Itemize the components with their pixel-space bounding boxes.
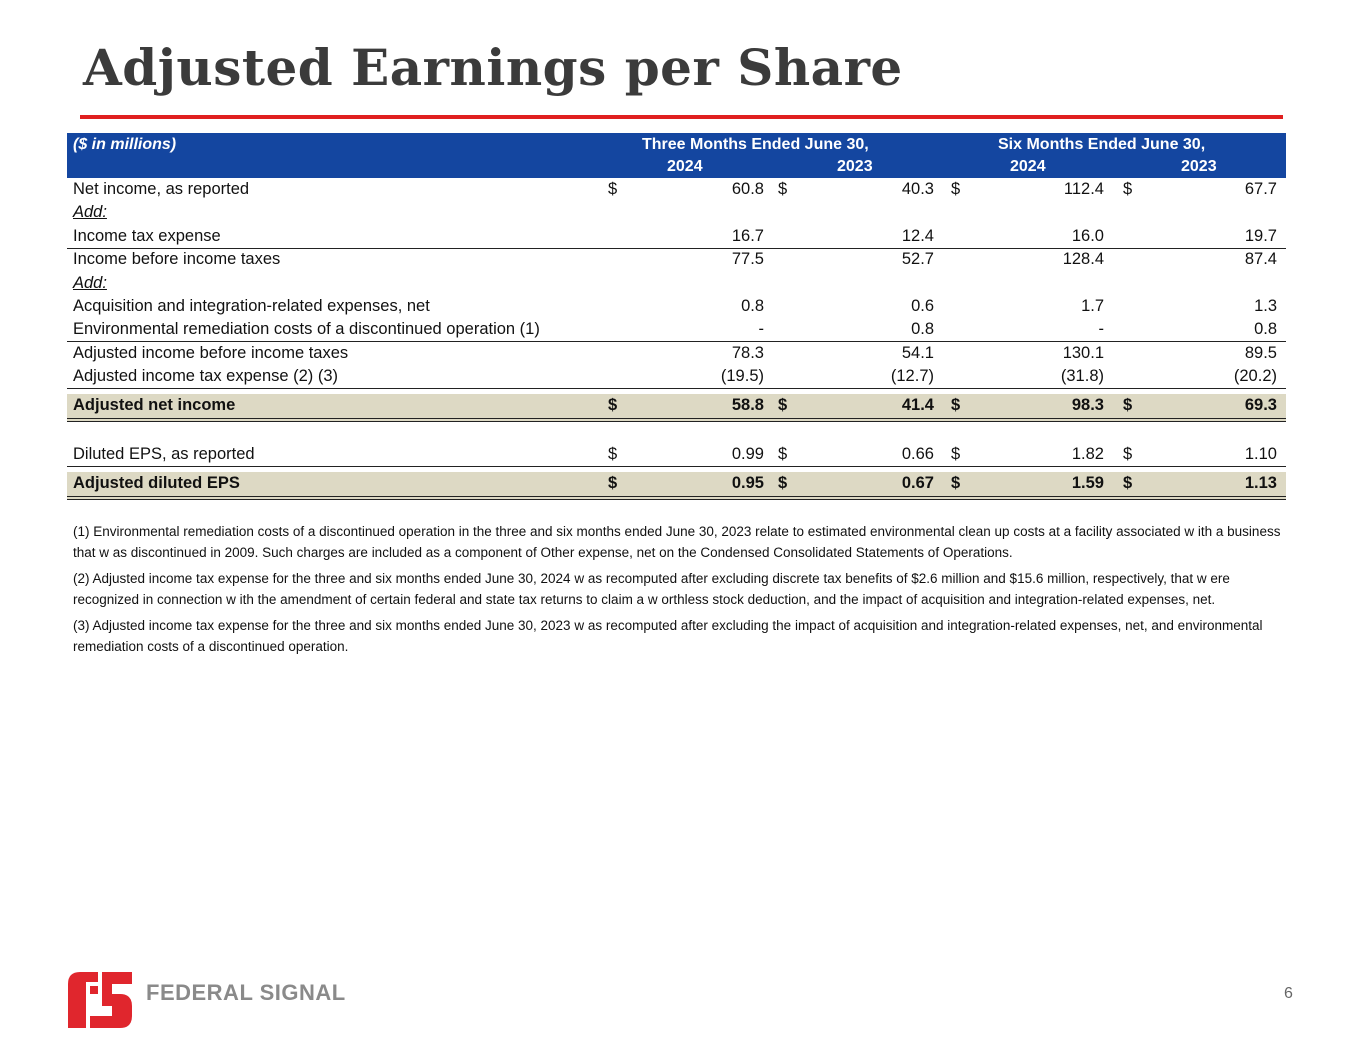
- cell-value: (20.2): [1233, 367, 1277, 385]
- units-label: ($ in millions): [73, 136, 177, 153]
- table-row: Adjusted net income $58.8 $41.4 $98.3 $69.3: [67, 394, 1286, 422]
- cell-value: 1.7: [1081, 297, 1104, 315]
- cell-value: (19.5): [720, 367, 764, 385]
- cell-value: 0.67: [901, 474, 934, 492]
- cell-value: 89.5: [1244, 344, 1277, 362]
- cell-value: 58.8: [731, 396, 764, 414]
- row-label: Adjusted income before income taxes: [73, 344, 349, 362]
- table-row: Diluted EPS, as reported $0.99 $0.66 $1.82 $…: [67, 443, 1286, 467]
- table-row: Add:: [67, 272, 1286, 295]
- row-label: Environmental remediation costs of a dis…: [73, 320, 540, 338]
- dollar-sign: $: [778, 474, 788, 492]
- dollar-sign: $: [951, 180, 961, 198]
- table-row: Net income, as reported $60.8 $40.3 $112.4 $…: [67, 178, 1286, 201]
- dollar-sign: $: [951, 396, 961, 414]
- dollar-sign: $: [1123, 445, 1133, 463]
- dollar-sign: $: [1123, 396, 1133, 414]
- table-header: ($ in millions) Three Months Ended June …: [67, 133, 1286, 178]
- cell-value: 54.1: [901, 344, 934, 362]
- dollar-sign: $: [951, 474, 961, 492]
- logo-text: FEDERAL SIGNAL: [146, 980, 346, 1005]
- row-label: Income tax expense: [73, 227, 221, 245]
- cell-value: 0.6: [911, 297, 934, 315]
- cell-value: (12.7): [890, 367, 934, 385]
- cell-value: 1.3: [1254, 297, 1277, 315]
- title-divider: [80, 115, 1283, 119]
- cell-value: 1.59: [1071, 474, 1104, 492]
- cell-value: -: [758, 320, 765, 338]
- table-row: Income before income taxes 77.5 52.7 128.4 8…: [67, 248, 1286, 271]
- cell-value: 87.4: [1244, 250, 1277, 268]
- three-months-header: Three Months Ended June 30,: [642, 136, 869, 153]
- cell-value: 0.8: [741, 297, 764, 315]
- cell-value: 1.10: [1244, 445, 1277, 463]
- cell-value: 69.3: [1244, 396, 1277, 414]
- row-label: Diluted EPS, as reported: [73, 445, 255, 463]
- table-row: Income tax expense 16.7 12.4 16.0 19.7: [67, 225, 1286, 249]
- cell-value: 0.66: [901, 445, 934, 463]
- year-header: 2023: [837, 158, 873, 175]
- cell-value: 0.8: [1254, 320, 1277, 338]
- cell-value: 41.4: [901, 396, 934, 414]
- cell-value: 0.95: [731, 474, 764, 492]
- cell-value: 1.82: [1071, 445, 1104, 463]
- dollar-sign: $: [1123, 180, 1133, 198]
- year-header: 2023: [1181, 158, 1217, 175]
- dollar-sign: $: [951, 445, 961, 463]
- dollar-sign: $: [608, 445, 618, 463]
- cell-value: 78.3: [731, 344, 764, 362]
- dollar-sign: $: [778, 180, 788, 198]
- footnote: (1) Environmental remediation costs of a…: [73, 524, 1281, 560]
- footnote: (3) Adjusted income tax expense for the …: [73, 618, 1263, 654]
- cell-value: 16.7: [731, 227, 764, 245]
- cell-value: 1.13: [1244, 474, 1277, 492]
- row-label: Acquisition and integration-related expe…: [73, 297, 430, 315]
- row-label: Adjusted income tax expense (2) (3): [73, 367, 339, 385]
- cell-value: 67.7: [1244, 180, 1277, 198]
- cell-value: -: [1098, 320, 1105, 338]
- dollar-sign: $: [1123, 474, 1133, 492]
- year-header: 2024: [1010, 158, 1046, 175]
- cell-value: 12.4: [901, 227, 934, 245]
- row-label: Income before income taxes: [73, 250, 281, 268]
- dollar-sign: $: [778, 445, 788, 463]
- cell-value: (31.8): [1060, 367, 1104, 385]
- cell-value: 52.7: [901, 250, 934, 268]
- table-row: Adjusted diluted EPS $0.95 $0.67 $1.59 $1.13: [67, 472, 1286, 500]
- cell-value: 98.3: [1071, 396, 1104, 414]
- federal-signal-logo-icon: [68, 972, 132, 1028]
- cell-value: 0.99: [731, 445, 764, 463]
- row-label: Net income, as reported: [73, 180, 250, 198]
- table-row: Acquisition and integration-related expe…: [67, 295, 1286, 318]
- dollar-sign: $: [608, 180, 618, 198]
- cell-value: 130.1: [1062, 344, 1104, 362]
- cell-value: 19.7: [1244, 227, 1277, 245]
- footnote: (2) Adjusted income tax expense for the …: [73, 571, 1230, 607]
- year-header: 2024: [667, 158, 703, 175]
- page-title: Adjusted Earnings per Share: [83, 38, 903, 97]
- cell-value: 128.4: [1062, 250, 1104, 268]
- cell-value: 16.0: [1071, 227, 1104, 245]
- table-row: Adjusted income before income taxes 78.3 5…: [67, 342, 1286, 365]
- row-label: Adjusted net income: [73, 396, 236, 414]
- row-label: Add:: [73, 203, 107, 221]
- dollar-sign: $: [608, 474, 618, 492]
- page-number: 6: [1284, 985, 1293, 1002]
- cell-value: 60.8: [731, 180, 764, 198]
- footnotes: (1) Environmental remediation costs of a…: [73, 521, 1283, 662]
- cell-value: 0.8: [911, 320, 934, 338]
- six-months-header: Six Months Ended June 30,: [998, 136, 1206, 153]
- cell-value: 40.3: [901, 180, 934, 198]
- cell-value: 77.5: [731, 250, 764, 268]
- table-row: Adjusted income tax expense (2) (3) (19.5…: [67, 365, 1286, 389]
- row-label: Add:: [73, 274, 107, 292]
- dollar-sign: $: [778, 396, 788, 414]
- dollar-sign: $: [608, 396, 618, 414]
- table-row: Add:: [67, 201, 1286, 224]
- cell-value: 112.4: [1063, 180, 1104, 198]
- row-label: Adjusted diluted EPS: [73, 474, 240, 492]
- table-row: Environmental remediation costs of a dis…: [67, 318, 1286, 342]
